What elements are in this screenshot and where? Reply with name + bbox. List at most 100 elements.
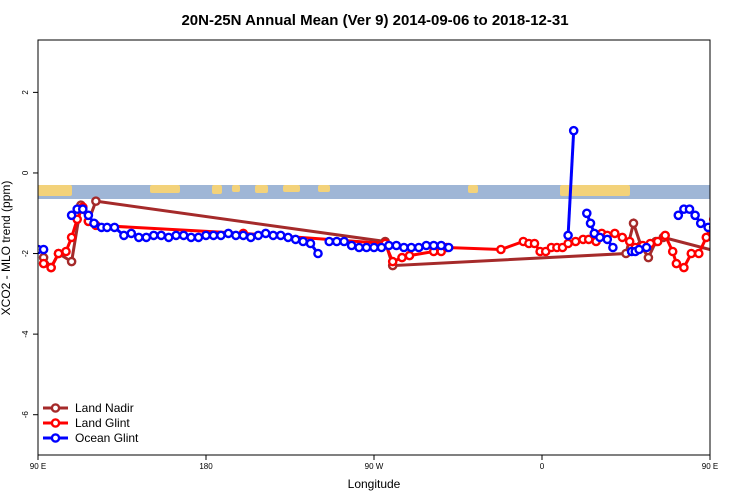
ocean-glint-point — [369, 242, 379, 253]
ocean-glint-point — [245, 232, 256, 243]
land-nadir-point — [91, 196, 101, 206]
ocean-glint-point — [298, 236, 308, 247]
map-land-patch — [468, 185, 478, 193]
ocean-glint-point — [102, 222, 112, 233]
ocean-glint-point — [563, 230, 573, 241]
ocean-glint-point — [186, 232, 196, 243]
x-axis-label: Longitude — [348, 477, 401, 491]
land-glint-point — [671, 258, 682, 269]
land-glint-point — [667, 246, 678, 257]
chart-title: 20N-25N Annual Mean (Ver 9) 2014-09-06 t… — [181, 12, 568, 29]
ocean-glint-point — [331, 236, 342, 247]
map-land-patch — [212, 185, 222, 194]
ocean-glint-point — [391, 240, 402, 251]
ocean-glint-point — [708, 224, 710, 231]
ocean-glint-point — [399, 242, 409, 253]
ocean-glint-point — [268, 230, 279, 241]
ocean-glint-point — [443, 242, 454, 253]
ocean-glint-point — [421, 240, 432, 251]
legend-label: Ocean Glint — [75, 431, 139, 445]
ocean-glint-point — [568, 125, 579, 136]
ocean-glint-point — [231, 230, 241, 241]
ocean-glint-point — [109, 222, 120, 233]
ocean-glint-point — [260, 228, 271, 239]
land-glint-point — [679, 262, 689, 273]
land-glint-point — [38, 258, 49, 269]
ocean-glint-point — [83, 210, 94, 221]
ocean-glint-line — [566, 130, 576, 236]
series-layer — [38, 125, 740, 273]
ocean-glint-point — [193, 232, 204, 243]
ocean-glint-point — [406, 242, 417, 253]
ocean-glint-point — [690, 210, 700, 221]
ocean-glint-point — [733, 230, 740, 237]
land-glint-point — [686, 248, 697, 259]
land-glint-point — [46, 262, 56, 273]
ocean-glint-point — [376, 242, 387, 253]
ocean-glint-point — [238, 230, 249, 241]
land-glint-point — [404, 250, 415, 261]
ocean-glint-point — [305, 238, 316, 249]
x-tick-label: 180 — [199, 462, 213, 471]
ocean-glint-point — [38, 244, 49, 255]
ocean-glint-point — [354, 242, 364, 253]
legend-label: Land Glint — [75, 416, 130, 430]
land-glint-point — [652, 236, 663, 247]
map-land-patch — [150, 185, 180, 193]
ocean-glint-point — [384, 240, 394, 251]
ocean-glint-point — [413, 242, 424, 253]
ocean-glint-point — [148, 230, 159, 241]
y-axis-label: XCO2 - MLO trend (ppm) — [0, 181, 13, 316]
map-land-patch — [318, 185, 330, 192]
ocean-glint-point — [89, 218, 99, 229]
land-glint-point — [660, 230, 671, 241]
ocean-glint-point — [223, 228, 234, 239]
ocean-glint-point — [178, 230, 189, 241]
ocean-glint-point — [428, 240, 439, 251]
ocean-glint-point — [324, 236, 335, 247]
ocean-glint-point — [275, 230, 286, 241]
land-glint-point — [66, 232, 77, 243]
ocean-glint-point — [673, 210, 684, 221]
ocean-glint-point — [339, 236, 349, 247]
world-map-strip — [38, 185, 710, 199]
land-glint-point — [397, 252, 407, 263]
axis-layer: 90 E 180 90 W 0 90 E 2 0 -2 -4 -6 — [21, 90, 718, 471]
ocean-glint-point — [346, 240, 357, 251]
y-tick-label: -4 — [21, 330, 30, 338]
ocean-glint-point — [582, 208, 592, 219]
land-nadir-point — [66, 256, 77, 267]
land-glint-point — [570, 236, 581, 247]
ocean-glint-point — [595, 232, 605, 243]
ocean-glint-point — [201, 230, 211, 241]
map-land-patch — [232, 185, 240, 192]
map-land-patch — [283, 185, 300, 192]
legend-swatch-marker — [50, 433, 61, 443]
ocean-glint-point — [641, 242, 652, 253]
land-glint-point — [694, 248, 704, 259]
land-nadir-point — [643, 252, 654, 263]
ocean-glint-point — [216, 230, 226, 241]
land-nadir-point — [628, 218, 639, 229]
land-nadir-point — [721, 250, 728, 257]
land-glint-point — [718, 204, 725, 211]
plot-frame — [37, 39, 711, 456]
land-glint-point — [733, 222, 740, 229]
ocean-glint-point — [283, 232, 293, 243]
land-glint-point — [529, 238, 540, 249]
ocean-glint-point — [66, 210, 77, 221]
ocean-glint-point — [208, 230, 219, 241]
ocean-glint-point — [141, 232, 152, 243]
legend-label: Land Nadir — [75, 401, 134, 415]
y-tick-label: -6 — [21, 411, 30, 419]
ocean-glint-point — [585, 218, 596, 229]
ocean-glint-point — [253, 230, 264, 241]
ocean-glint-point — [156, 230, 166, 241]
ocean-glint-point — [119, 230, 129, 241]
ocean-glint-point — [725, 232, 732, 239]
ocean-glint-point — [126, 228, 137, 239]
x-tick-label: 90 W — [365, 462, 384, 471]
ocean-glint-point — [163, 232, 174, 243]
